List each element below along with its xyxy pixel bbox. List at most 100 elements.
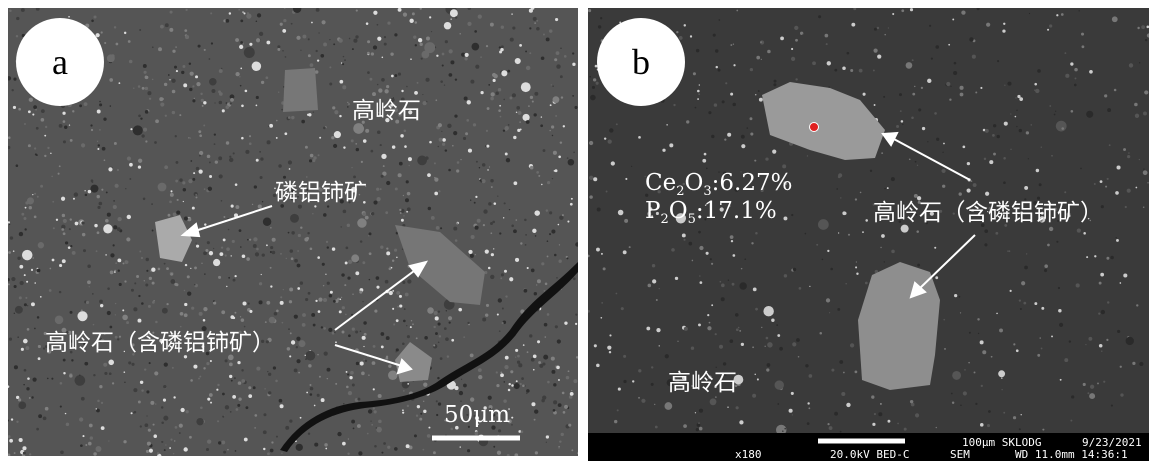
speck [223,216,226,218]
speck [346,385,349,389]
speck [555,51,560,55]
speck [245,149,250,154]
speck [1089,69,1093,74]
speck [280,253,282,255]
speck [32,113,35,116]
speck [862,92,866,96]
speck [341,273,345,277]
speck [553,383,557,387]
speck [269,266,272,269]
speck [225,19,230,23]
speck [361,335,366,340]
speck [15,164,19,167]
speck [200,98,204,103]
speck [962,199,965,202]
speck [910,402,915,407]
speck [521,377,524,380]
speck [441,130,443,133]
speck [265,76,269,80]
speck [505,158,511,163]
speck [658,287,660,290]
speck [862,231,864,234]
speck [321,20,326,25]
speck [273,311,278,316]
speck [34,327,36,330]
arrowhead [909,281,927,299]
speck [59,405,62,408]
speck [109,78,114,82]
speck [103,117,107,121]
speck [677,340,679,342]
speck [299,416,302,419]
speck [42,416,47,421]
speck [81,232,86,237]
speck [721,100,725,104]
speck [914,85,916,88]
speck [148,276,152,281]
speck [175,179,179,183]
speck [683,326,688,331]
speck [44,345,48,348]
speck [571,389,573,392]
speck [332,106,336,110]
speck [855,266,858,269]
speck [242,11,244,13]
speck [274,187,276,190]
speck [381,153,387,160]
speck [129,162,133,167]
speck [447,123,452,128]
speck [386,85,390,89]
speck [475,195,478,199]
speck [429,140,432,144]
formula-part: 5 [688,212,696,227]
speck [534,409,539,414]
speck [403,308,406,310]
speck [347,438,350,440]
speck [259,151,261,153]
speck [600,316,603,319]
speck [549,233,552,236]
speck [240,246,242,248]
speck [515,356,517,358]
speck [1110,255,1114,260]
speck [536,171,539,174]
speck [194,266,197,270]
speck [133,307,138,312]
speck [297,195,299,198]
speck [1089,384,1095,389]
speck [968,331,971,334]
speck [436,413,439,417]
speck [62,111,66,115]
speck [256,247,259,251]
speck [189,435,192,439]
speck [342,63,345,66]
speck [174,65,177,69]
speck [204,273,206,275]
speck [314,442,319,447]
speck [229,94,235,100]
speck [239,84,242,87]
speck [195,244,200,248]
speck [510,370,514,374]
speck [94,223,98,228]
speck [368,374,370,376]
speck [909,8,914,12]
speck [241,379,246,383]
speck [542,33,545,36]
speck [384,279,389,284]
speck [908,158,911,161]
speck [718,19,721,21]
speck [1019,307,1022,310]
speck [792,342,797,347]
speck [302,313,306,317]
speck [390,52,394,56]
speck [675,213,687,224]
speck [203,251,207,256]
speck [109,325,113,329]
speck [776,324,779,327]
speck [440,227,443,230]
speck [473,415,475,417]
speck [88,423,93,428]
speck [193,172,196,175]
speck [146,415,148,417]
